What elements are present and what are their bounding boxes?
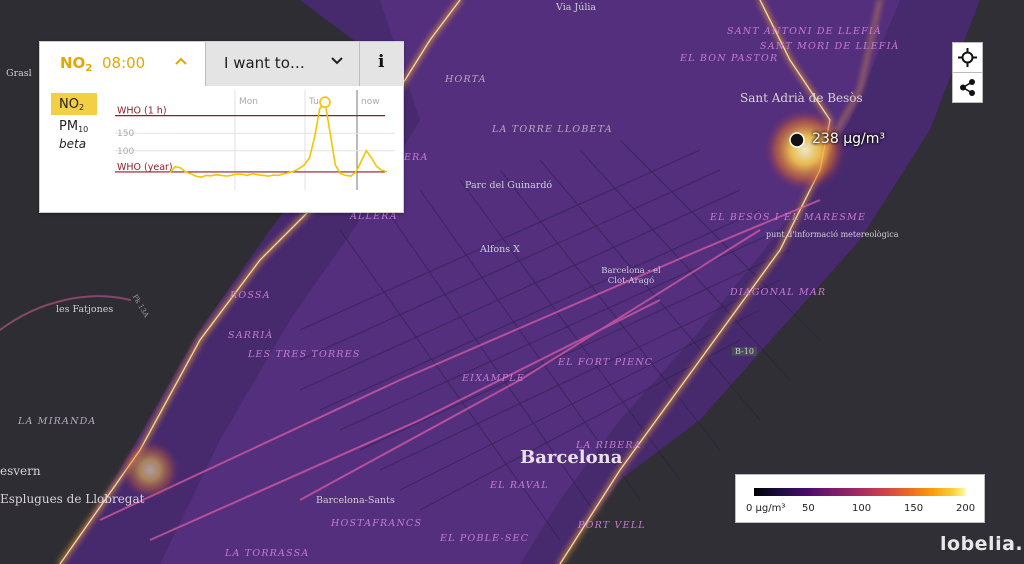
pollutant-option-no2[interactable]: NO2 bbox=[51, 93, 97, 115]
i-want-to-label: I want to… bbox=[224, 54, 305, 72]
chevron-down-icon bbox=[331, 57, 343, 65]
pollutant-time-selector[interactable]: NO2 08:00 bbox=[40, 42, 204, 86]
threshold-label: WHO (year) bbox=[117, 162, 173, 173]
color-scale-legend: 0 µg/m³ 50 100 150 200 bbox=[735, 474, 985, 523]
district-label: HORTA bbox=[445, 74, 487, 85]
place-label: Grasl bbox=[6, 68, 32, 79]
legend-tick: 150 bbox=[904, 503, 924, 514]
district-label: SARRIÀ bbox=[228, 330, 274, 341]
place-label: Sant Adrià de Besòs bbox=[740, 91, 863, 105]
time-label: 08:00 bbox=[102, 54, 146, 72]
reading-unit: µg/m³ bbox=[843, 131, 885, 147]
district-label: EL POBLE-SEC bbox=[440, 533, 530, 544]
panel-tabbar: NO2 08:00 I want to… i bbox=[40, 42, 404, 86]
i-want-to-dropdown[interactable]: I want to… bbox=[205, 42, 359, 86]
district-label: LA MIRANDA bbox=[18, 416, 97, 427]
share-button[interactable] bbox=[952, 72, 983, 103]
location-reading: 238 µg/m³ bbox=[812, 131, 885, 147]
place-label: B-10 bbox=[732, 347, 757, 356]
place-label: les Fatjones bbox=[56, 304, 114, 315]
day-label: now bbox=[361, 97, 380, 107]
place-label: Alfons X bbox=[480, 244, 520, 255]
air-quality-panel: NO2 08:00 I want to… i NO2 PM10 beta Mon… bbox=[39, 41, 404, 213]
district-label: LES TRES TORRES bbox=[248, 349, 361, 360]
location-marker bbox=[789, 132, 805, 148]
district-label: ALLERA bbox=[350, 211, 398, 222]
district-label: PORT VELL bbox=[578, 520, 646, 531]
district-label: EL BON PASTOR bbox=[680, 53, 779, 64]
district-label: ROSSA bbox=[230, 290, 271, 301]
district-label: LA TORRE LLOBETA bbox=[492, 124, 613, 135]
info-icon: i bbox=[378, 52, 385, 72]
place-label: esvern bbox=[0, 464, 41, 478]
y-tick-label: 150 bbox=[117, 129, 134, 139]
place-label: Via Júlia bbox=[556, 2, 597, 13]
legend-tick: 50 bbox=[802, 503, 815, 514]
color-scale-bar bbox=[754, 488, 966, 496]
legend-tick: 200 bbox=[956, 503, 976, 514]
sea bbox=[560, 0, 1024, 564]
legend-tick: 100 bbox=[852, 503, 872, 514]
place-label: punt d'informació metereològica bbox=[766, 230, 899, 239]
district-label: HOSTAFRANCS bbox=[331, 518, 423, 529]
district-label: SANT MORI DE LLEFIÀ bbox=[760, 41, 900, 52]
crosshair-icon bbox=[958, 48, 977, 67]
place-label: Barcelona bbox=[520, 447, 623, 468]
share-icon bbox=[960, 79, 975, 96]
series-line bbox=[169, 100, 388, 179]
place-label: Parc del Guinardó bbox=[465, 180, 553, 191]
district-label: EL FORT PIENC bbox=[558, 357, 654, 368]
beta-label: beta bbox=[59, 137, 87, 151]
pollutant-option-pm10[interactable]: PM10 bbox=[59, 119, 89, 134]
district-label: SANT ANTONI DE LLEFIÀ bbox=[727, 26, 882, 37]
info-button[interactable]: i bbox=[359, 42, 404, 86]
district-label: EIXAMPLE bbox=[462, 373, 525, 384]
district-label: EL RAVAL bbox=[490, 480, 549, 491]
district-label: LA RIBERA bbox=[576, 440, 642, 451]
place-label: Esplugues de Llobregat bbox=[0, 492, 145, 506]
reading-value: 238 bbox=[812, 131, 839, 147]
chevron-up-icon bbox=[175, 57, 187, 65]
district-label: ERA bbox=[404, 152, 429, 163]
legend-tick: 0 µg/m³ bbox=[746, 503, 786, 514]
district-label: LA TORRASSA bbox=[225, 548, 310, 559]
locate-button[interactable] bbox=[952, 42, 983, 73]
y-tick-label: 100 bbox=[117, 147, 134, 157]
threshold-label: WHO (1 h) bbox=[117, 106, 167, 117]
pollutant-name: NO2 bbox=[60, 54, 93, 74]
no2-timeseries-chart[interactable]: Mon Tue now 100 150 WHO (1 h) WHO (year) bbox=[115, 90, 395, 190]
district-label: DIAGONAL MAR bbox=[730, 287, 827, 298]
district-label: EL BESÒS I EL MARESME bbox=[710, 212, 867, 223]
lobelia-logo: lobelia. bbox=[940, 533, 1024, 555]
day-label: Mon bbox=[239, 97, 258, 107]
place-label: Barcelona-Sants bbox=[316, 495, 395, 506]
place-label: Barcelona - el Clot-Aragó bbox=[601, 266, 661, 286]
day-label: Tue bbox=[308, 97, 325, 107]
peak-marker bbox=[319, 96, 331, 109]
